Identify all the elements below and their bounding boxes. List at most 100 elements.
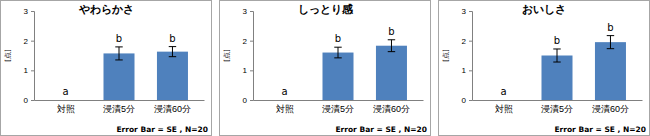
panel-frame bbox=[220, 1, 431, 136]
y-tick: 1 bbox=[243, 66, 253, 75]
y-axis: 0 1 2 3 bbox=[24, 7, 35, 105]
error-bar bbox=[388, 40, 395, 52]
panel-frame bbox=[439, 1, 650, 136]
x-tick: 対照 bbox=[276, 100, 294, 114]
y-tick: 0 bbox=[462, 96, 472, 105]
note: Error Bar = SE , N=20 bbox=[335, 125, 427, 134]
error-bar-stem bbox=[338, 47, 339, 58]
significance-letter: a bbox=[281, 86, 287, 97]
y-tick: 2 bbox=[462, 37, 472, 46]
y-tick-label: 0 bbox=[243, 96, 248, 105]
y-tick-label: 1 bbox=[24, 66, 29, 75]
x-tick: 対照 bbox=[495, 100, 513, 114]
error-bar-cap bbox=[553, 48, 560, 49]
y-tick: 1 bbox=[462, 66, 472, 75]
error-bar bbox=[553, 49, 560, 62]
y-tick-mark bbox=[31, 41, 34, 42]
x-tick-label: 浸漬5分 bbox=[103, 104, 135, 114]
x-axis: 対照浸漬5分浸漬60分 bbox=[473, 100, 643, 114]
x-tick-label: 対照 bbox=[57, 104, 75, 114]
error-bar-stem bbox=[557, 49, 558, 62]
y-tick: 0 bbox=[243, 96, 253, 105]
y-tick: 2 bbox=[24, 37, 34, 46]
error-bar-stem bbox=[610, 36, 611, 49]
error-bar-cap bbox=[115, 46, 122, 47]
y-tick-label: 2 bbox=[243, 37, 248, 46]
error-bar bbox=[334, 47, 341, 58]
y-tick-label: 3 bbox=[243, 7, 248, 16]
y-tick: 1 bbox=[24, 66, 34, 75]
y-tick-mark bbox=[469, 41, 472, 42]
error-bar-cap bbox=[607, 48, 614, 49]
x-tick-label: 浸漬60分 bbox=[154, 104, 191, 114]
y-tick-mark bbox=[469, 70, 472, 71]
x-axis: 対照 浸漬5分 浸漬60分 bbox=[35, 100, 205, 114]
error-bar bbox=[607, 36, 614, 49]
x-tick-label: 浸漬60分 bbox=[373, 104, 410, 114]
x-axis-line bbox=[35, 100, 205, 101]
bar bbox=[488, 100, 519, 101]
bar bbox=[376, 46, 407, 100]
significance-letter: b bbox=[607, 22, 613, 33]
marks bbox=[541, 36, 625, 100]
error-bar-cap bbox=[334, 47, 341, 48]
panel: 0123対照浸漬5分浸漬60分abbおいしさ[点]Error Bar = SE … bbox=[439, 1, 650, 136]
x-axis: 対照浸漬5分浸漬60分 bbox=[254, 100, 424, 114]
y-tick-mark bbox=[31, 100, 34, 101]
bar bbox=[50, 100, 81, 101]
significance-letter: b bbox=[388, 26, 394, 37]
error-bar-cap bbox=[169, 56, 176, 57]
y-tick-mark bbox=[31, 11, 34, 12]
x-tick-label: 浸漬60分 bbox=[592, 104, 629, 114]
y-tick: 3 bbox=[243, 7, 253, 16]
y-axis-line bbox=[469, 12, 473, 101]
y-tick-mark bbox=[31, 70, 34, 71]
x-tick: 浸漬60分 bbox=[592, 100, 629, 114]
chart-title: やわらかさ bbox=[78, 3, 134, 16]
y-tick-label: 1 bbox=[243, 66, 248, 75]
y-tick-label: 3 bbox=[24, 7, 29, 16]
error-bar-stem bbox=[391, 40, 392, 52]
y-axis-line bbox=[31, 12, 35, 101]
x-axis-line bbox=[254, 100, 424, 101]
significance-letter: b bbox=[169, 33, 175, 44]
y-tick-mark bbox=[250, 11, 253, 12]
y-axis-title: [点] bbox=[4, 49, 12, 62]
plot: 0 1 2 3 対照浸漬5分浸漬60分 a b b bbox=[243, 7, 424, 114]
y-axis: 0 1 2 3 bbox=[462, 7, 473, 105]
significance-letter: b bbox=[554, 35, 560, 46]
chart-title: しっとり感 bbox=[298, 3, 354, 16]
panel-frame bbox=[1, 1, 212, 136]
y-tick: 3 bbox=[24, 7, 34, 16]
x-tick: 浸漬5分 bbox=[103, 100, 135, 114]
y-tick-mark bbox=[250, 100, 253, 101]
significance-letter: a bbox=[500, 86, 506, 97]
x-tick-label: 対照 bbox=[276, 104, 294, 114]
bar bbox=[322, 53, 353, 100]
significance-letter: a bbox=[62, 86, 68, 97]
panel: 0123対照浸漬5分浸漬60分abbやわらかさ[点]Error Bar = SE… bbox=[1, 1, 212, 136]
bar bbox=[541, 56, 572, 101]
significance-letter: b bbox=[335, 33, 341, 44]
bar bbox=[595, 42, 626, 100]
x-tick-label: 対照 bbox=[495, 104, 513, 114]
error-bar-cap bbox=[115, 59, 122, 60]
y-axis-title: [点] bbox=[442, 49, 450, 62]
y-tick-label: 0 bbox=[462, 96, 467, 105]
x-tick: 浸漬60分 bbox=[373, 100, 410, 114]
x-tick: 対照 bbox=[57, 100, 75, 114]
y-tick-mark bbox=[469, 11, 472, 12]
y-tick-mark bbox=[469, 100, 472, 101]
y-tick: 3 bbox=[462, 7, 472, 16]
y-tick: 2 bbox=[243, 37, 253, 46]
y-tick-label: 2 bbox=[24, 37, 29, 46]
x-axis-line bbox=[473, 100, 643, 101]
y-tick-label: 1 bbox=[462, 66, 467, 75]
significance-letter: b bbox=[116, 33, 122, 44]
y-tick-label: 3 bbox=[462, 7, 467, 16]
y-tick: 0 bbox=[24, 96, 34, 105]
error-bar-cap bbox=[169, 46, 176, 47]
marks bbox=[322, 40, 406, 100]
bar bbox=[103, 53, 134, 100]
error-bar-cap bbox=[388, 39, 395, 40]
